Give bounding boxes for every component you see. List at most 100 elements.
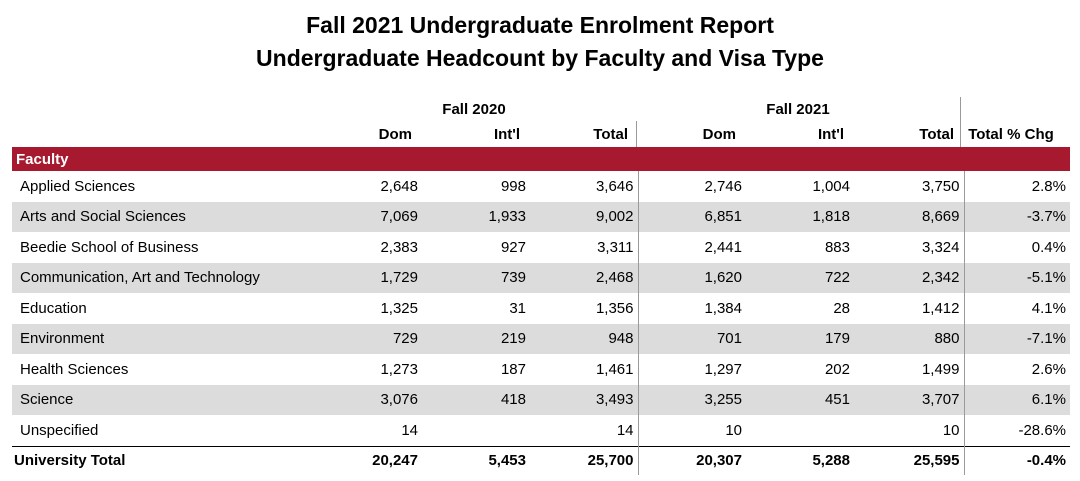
intl-2021: 179 xyxy=(746,323,854,354)
total-2021: 3,707 xyxy=(854,384,964,415)
dom-2020: 2,383 xyxy=(380,238,418,256)
faculty-name: Education xyxy=(20,299,87,317)
table-row: Education 1,325 31 1,356 1,384 28 1,412 … xyxy=(12,293,1070,324)
intl-2021 xyxy=(746,415,854,446)
faculty-name: Health Sciences xyxy=(20,360,129,378)
dom-2020: 1,325 xyxy=(380,299,418,317)
intl-2020: 739 xyxy=(422,262,530,293)
dom-2021: 2,746 xyxy=(637,171,746,202)
intl-2021: 883 xyxy=(824,238,850,256)
table-row: Science 3,076 418 3,493 3,255 451 3,707 … xyxy=(12,384,1070,415)
faculty-name: Beedie School of Business xyxy=(20,238,199,256)
total-2021: 2,342 xyxy=(854,262,964,293)
total-2021: 10 xyxy=(942,421,960,439)
faculty-name: Science xyxy=(12,384,322,415)
total-2020: 3,311 xyxy=(597,238,634,256)
dom-2021: 1,384 xyxy=(637,293,746,324)
total-2020: 948 xyxy=(530,323,638,354)
total-2021: 1,499 xyxy=(921,360,960,378)
col-header-total-2020: Total xyxy=(593,126,628,143)
intl-2021: 1,004 xyxy=(812,177,850,195)
total-row: University Total 20,247 5,453 25,700 20,… xyxy=(12,445,1070,475)
intl-2020: 31 xyxy=(509,299,526,317)
total-label: University Total xyxy=(12,445,322,475)
intl-2021: 451 xyxy=(746,384,854,415)
report-title: Fall 2021 Undergraduate Enrolment Report xyxy=(306,12,774,38)
dom-2020: 3,076 xyxy=(322,384,422,415)
total-2021: 3,324 xyxy=(921,238,960,256)
intl-2020: 5,453 xyxy=(422,445,530,475)
dom-2020: 14 xyxy=(401,421,418,439)
total-2020: 3,493 xyxy=(530,384,638,415)
total-pct-chg: -7.1% xyxy=(963,323,1070,354)
table-row: Unspecified 14 14 10 10 -28.6% xyxy=(12,415,1070,446)
intl-2021: 722 xyxy=(746,262,854,293)
col-header-dom-2021: Dom xyxy=(702,126,736,143)
col-header-total-2021: Total xyxy=(919,126,954,143)
enrolment-table: Faculty Applied Sciences 2,648 998 3,646… xyxy=(12,147,1070,475)
intl-2020: 998 xyxy=(500,177,526,195)
total-2020: 9,002 xyxy=(530,201,638,232)
header-divider xyxy=(960,97,961,147)
total-pct-chg: 4.1% xyxy=(963,293,1070,324)
table-row: Beedie School of Business 2,383 927 3,31… xyxy=(12,232,1070,263)
dom-2021: 3,255 xyxy=(637,384,746,415)
total-pct-chg: -0.4% xyxy=(963,445,1070,475)
dom-2020: 1,273 xyxy=(380,360,418,378)
total-2021: 8,669 xyxy=(854,201,964,232)
header-divider xyxy=(636,121,637,147)
total-2020: 1,461 xyxy=(595,360,634,378)
report-subtitle: Undergraduate Headcount by Faculty and V… xyxy=(256,45,824,71)
dom-2020: 1,729 xyxy=(322,262,422,293)
dom-2020: 7,069 xyxy=(322,201,422,232)
dom-2021: 20,307 xyxy=(637,445,746,475)
total-2020: 1,356 xyxy=(595,299,634,317)
total-pct-chg: -5.1% xyxy=(963,262,1070,293)
section-label: Faculty xyxy=(12,147,1070,171)
table-row: Health Sciences 1,273 187 1,461 1,297 20… xyxy=(12,354,1070,385)
intl-2021: 28 xyxy=(833,299,850,317)
total-2021: 3,750 xyxy=(921,177,960,195)
total-2020: 3,646 xyxy=(595,177,634,195)
dom-2021: 701 xyxy=(637,323,746,354)
total-pct-chg: 6.1% xyxy=(963,384,1070,415)
group-header-fall-2021: Fall 2021 xyxy=(766,101,830,118)
faculty-name: Unspecified xyxy=(20,421,99,439)
dom-2021: 1,297 xyxy=(637,354,746,385)
intl-2020: 927 xyxy=(500,238,526,256)
faculty-name: Communication, Art and Technology xyxy=(12,262,322,293)
total-2021: 1,412 xyxy=(921,299,960,317)
intl-2020: 418 xyxy=(422,384,530,415)
col-header-total-pct-chg: Total % Chg xyxy=(968,126,1054,143)
dom-2020: 20,247 xyxy=(322,445,422,475)
total-pct-chg: -3.7% xyxy=(963,201,1070,232)
total-pct-chg: 2.8% xyxy=(963,171,1070,202)
total-pct-chg: -28.6% xyxy=(963,415,1070,446)
dom-2021: 6,851 xyxy=(637,201,746,232)
intl-2021: 5,288 xyxy=(746,445,854,475)
group-header-fall-2020: Fall 2020 xyxy=(442,101,506,118)
col-header-intl-2021: Int'l xyxy=(817,126,844,143)
total-2021: 25,595 xyxy=(854,445,964,475)
table-row: Arts and Social Sciences 7,069 1,933 9,0… xyxy=(12,201,1070,232)
faculty-name: Environment xyxy=(12,323,322,354)
intl-2020 xyxy=(422,415,530,446)
total-pct-chg: 0.4% xyxy=(963,232,1070,263)
faculty-name: Arts and Social Sciences xyxy=(12,201,322,232)
intl-2020: 219 xyxy=(422,323,530,354)
total-pct-chg: 2.6% xyxy=(963,354,1070,385)
dom-2021: 1,620 xyxy=(637,262,746,293)
total-2020: 2,468 xyxy=(530,262,638,293)
col-header-intl-2020: Int'l xyxy=(493,126,520,143)
dom-2021: 2,441 xyxy=(637,232,746,263)
col-header-dom-2020: Dom xyxy=(378,126,412,143)
intl-2021: 1,818 xyxy=(746,201,854,232)
table-row: Communication, Art and Technology 1,729 … xyxy=(12,262,1070,293)
table-row: Applied Sciences 2,648 998 3,646 2,746 1… xyxy=(12,171,1070,202)
intl-2021: 202 xyxy=(824,360,850,378)
table-row: Environment 729 219 948 701 179 880 -7.1… xyxy=(12,323,1070,354)
total-2020: 25,700 xyxy=(530,445,638,475)
total-2021: 880 xyxy=(854,323,964,354)
total-2020: 14 xyxy=(616,421,634,439)
dom-2021: 10 xyxy=(637,415,746,446)
